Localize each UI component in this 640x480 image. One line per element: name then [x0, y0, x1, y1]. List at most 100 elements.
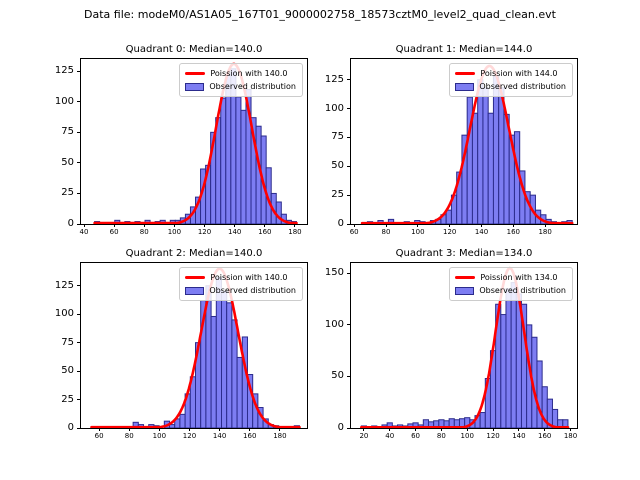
legend-label: Poission with 140.0 — [210, 69, 288, 78]
histogram-bar — [551, 408, 559, 428]
y-tick-mark — [347, 324, 350, 326]
x-tick-label: 180 — [273, 432, 287, 440]
x-tick-label: 100 — [152, 432, 167, 440]
x-tick-mark — [264, 224, 266, 227]
x-tick-label: 100 — [460, 432, 474, 440]
x-tick-label: 160 — [538, 432, 552, 440]
x-tick-mark — [353, 224, 355, 227]
y-tick-mark — [77, 399, 80, 401]
x-tick-mark — [385, 224, 387, 227]
quadrant-3-axes: Quadrant 3: Median=134.0 Poission with 1… — [325, 248, 578, 440]
x-tick-label: 40 — [79, 228, 89, 236]
y-tick-label: 100 — [324, 102, 344, 114]
y-tick-label: 125 — [54, 65, 74, 77]
plot-area-quadrant-1 — [360, 64, 574, 224]
x-tick-label: 120 — [197, 228, 212, 236]
x-tick-label: 100 — [167, 228, 182, 236]
x-tick-label: 80 — [436, 432, 446, 440]
x-tick-mark — [570, 428, 572, 431]
y-tick-mark — [77, 101, 80, 103]
legend-label: Observed distribution — [209, 82, 296, 91]
legend-entry-fit: Poission with 140.0 — [185, 67, 296, 80]
histogram-bar — [240, 109, 247, 224]
y-tick-mark — [347, 136, 350, 138]
x-tick-mark — [128, 428, 130, 431]
x-tick-label: 140 — [227, 228, 242, 236]
x-tick-mark — [544, 224, 546, 227]
y-tick-label: 100 — [54, 95, 74, 107]
y-tick-mark — [77, 285, 80, 287]
histogram-bar — [210, 315, 217, 428]
y-tick-mark — [347, 194, 350, 196]
x-tick-mark — [415, 428, 417, 431]
histogram-bar — [226, 302, 233, 428]
x-tick-label: 60 — [411, 432, 421, 440]
x-tick-label: 140 — [512, 432, 526, 440]
y-tick-mark — [77, 192, 80, 194]
subplot-title-quadrant-1: Quadrant 1: Median=144.0 — [395, 44, 533, 55]
histogram-patch-swatch — [185, 286, 205, 295]
legend-entry-fit: Poission with 134.0 — [455, 271, 566, 284]
x-tick-label: 160 — [243, 432, 257, 440]
y-tick-label: 25 — [61, 187, 74, 199]
x-tick-label: 140 — [474, 228, 489, 236]
poisson-fit-curve — [93, 62, 298, 224]
histogram-bar — [179, 413, 186, 428]
histogram-bar — [498, 87, 505, 224]
histogram-bar — [275, 201, 282, 224]
x-tick-label: 120 — [182, 432, 197, 440]
legend-label: Poission with 140.0 — [210, 273, 288, 282]
histogram-bar — [220, 97, 227, 224]
histogram-bar — [562, 419, 569, 428]
y-tick-label: 0 — [337, 422, 344, 433]
histogram-bar — [487, 112, 494, 224]
y-tick-label: 0 — [337, 218, 344, 229]
x-tick-mark — [188, 428, 190, 431]
x-tick-mark — [249, 428, 251, 431]
x-tick-mark — [440, 428, 442, 431]
x-tick-label: 180 — [288, 228, 302, 236]
y-tick-label: 100 — [54, 308, 74, 320]
histogram-patch-swatch — [455, 82, 475, 91]
y-tick-label: 100 — [324, 318, 344, 330]
y-tick-label: 50 — [61, 156, 74, 168]
x-tick-label: 60 — [109, 228, 119, 236]
x-tick-label: 20 — [359, 432, 369, 440]
y-tick-mark — [77, 370, 80, 372]
y-tick-label: 50 — [331, 160, 344, 172]
x-tick-mark — [219, 428, 221, 431]
histogram-bar — [482, 87, 489, 224]
histogram-bar — [492, 75, 500, 224]
y-tick-mark — [347, 272, 350, 274]
subplot-title-quadrant-3: Quadrant 3: Median=134.0 — [395, 248, 533, 259]
x-tick-label: 160 — [258, 228, 272, 236]
quadrant-1-axes: Quadrant 1: Median=144.0 Poission with 1… — [325, 44, 578, 236]
y-tick-label: 50 — [61, 365, 74, 377]
subplot-title-quadrant-2: Quadrant 2: Median=140.0 — [125, 248, 263, 259]
y-tick-label: 25 — [331, 189, 344, 201]
x-tick-mark — [512, 224, 514, 227]
x-tick-label: 120 — [442, 228, 457, 236]
y-tick-label: 0 — [67, 218, 74, 229]
y-tick-mark — [347, 427, 350, 429]
fit-line-swatch — [455, 276, 476, 279]
x-tick-mark — [143, 224, 145, 227]
legend-label: Poission with 134.0 — [480, 273, 558, 282]
legend-quadrant-1: Poission with 144.0 Observed distributio… — [449, 63, 573, 97]
x-tick-label: 160 — [506, 228, 521, 236]
y-tick-label: 75 — [61, 336, 74, 348]
poisson-fit-curve — [360, 64, 574, 224]
x-tick-label: 120 — [486, 432, 500, 440]
y-tick-mark — [347, 79, 350, 81]
x-tick-mark — [98, 428, 100, 431]
x-tick-mark — [83, 224, 85, 227]
y-tick-mark — [77, 70, 80, 72]
histogram-bar — [505, 288, 512, 428]
y-tick-mark — [77, 342, 80, 344]
x-tick-mark — [389, 428, 391, 431]
x-tick-label: 140 — [212, 432, 227, 440]
x-tick-mark — [158, 428, 160, 431]
fit-line-swatch — [185, 72, 206, 75]
x-tick-label: 60 — [94, 432, 104, 440]
legend-label: Observed distribution — [479, 82, 566, 91]
